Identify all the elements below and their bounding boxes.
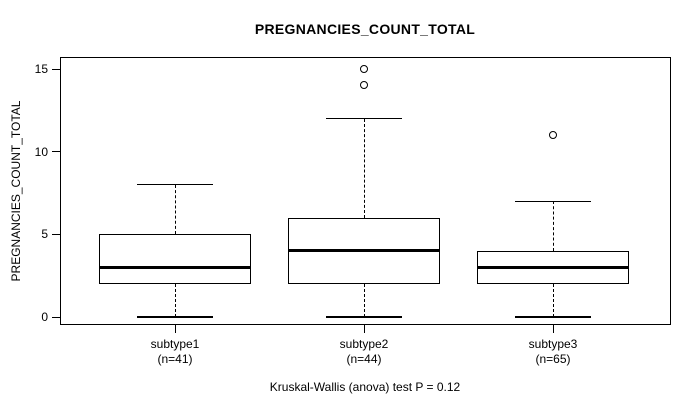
x-axis-group-label: subtype1 (n=41) — [105, 337, 245, 367]
y-axis-tick-label: 15 — [34, 62, 48, 76]
lower-whisker — [363, 283, 365, 317]
outlier-point — [548, 130, 557, 139]
upper-whisker-cap — [326, 117, 402, 120]
x-axis-group-label: subtype3 (n=65) — [483, 337, 623, 367]
x-axis-group-label: subtype2 (n=44) — [294, 337, 434, 367]
y-axis-tick-label: 5 — [41, 227, 48, 242]
upper-whisker-cap — [137, 183, 213, 186]
y-axis-tick — [52, 316, 60, 318]
lower-whisker-cap — [326, 316, 402, 318]
group-name-label: subtype2 — [339, 337, 389, 351]
median-line-subtype1 — [99, 265, 251, 269]
upper-whisker-cap — [515, 200, 591, 203]
y-axis-tick-label: 0 — [41, 310, 48, 324]
x-axis-tick — [552, 324, 554, 333]
lower-whisker — [552, 283, 554, 317]
outlier-point — [359, 64, 368, 73]
iqr-box-subtype1 — [99, 234, 251, 284]
group-name-label: subtype3 — [528, 337, 578, 351]
plot-frame — [60, 57, 671, 325]
y-axis-tick — [52, 151, 60, 153]
upper-whisker — [552, 201, 554, 251]
lower-whisker — [174, 283, 176, 317]
median-line-subtype3 — [477, 265, 629, 269]
y-axis-title: PREGNANCIES_COUNT_TOTAL — [9, 100, 23, 282]
group-n-label: (n=41) — [157, 352, 193, 366]
stat-test-caption: Kruskal-Wallis (anova) test P = 0.12 — [269, 380, 461, 394]
lower-whisker-cap — [137, 316, 213, 318]
upper-whisker — [363, 118, 365, 218]
group-name-label: subtype1 — [150, 337, 200, 351]
lower-whisker-cap — [515, 316, 591, 318]
y-axis-tick-label: 10 — [34, 144, 48, 159]
x-axis-tick — [363, 324, 365, 333]
median-line-subtype2 — [288, 249, 440, 253]
y-axis-tick — [52, 233, 60, 235]
group-n-label: (n=44) — [346, 352, 382, 366]
x-axis-tick — [174, 324, 176, 333]
chart-title: PREGNANCIES_COUNT_TOTAL — [254, 21, 476, 37]
upper-whisker — [174, 184, 176, 235]
group-n-label: (n=65) — [535, 352, 571, 366]
outlier-point — [359, 81, 368, 90]
y-axis-tick — [52, 68, 60, 70]
